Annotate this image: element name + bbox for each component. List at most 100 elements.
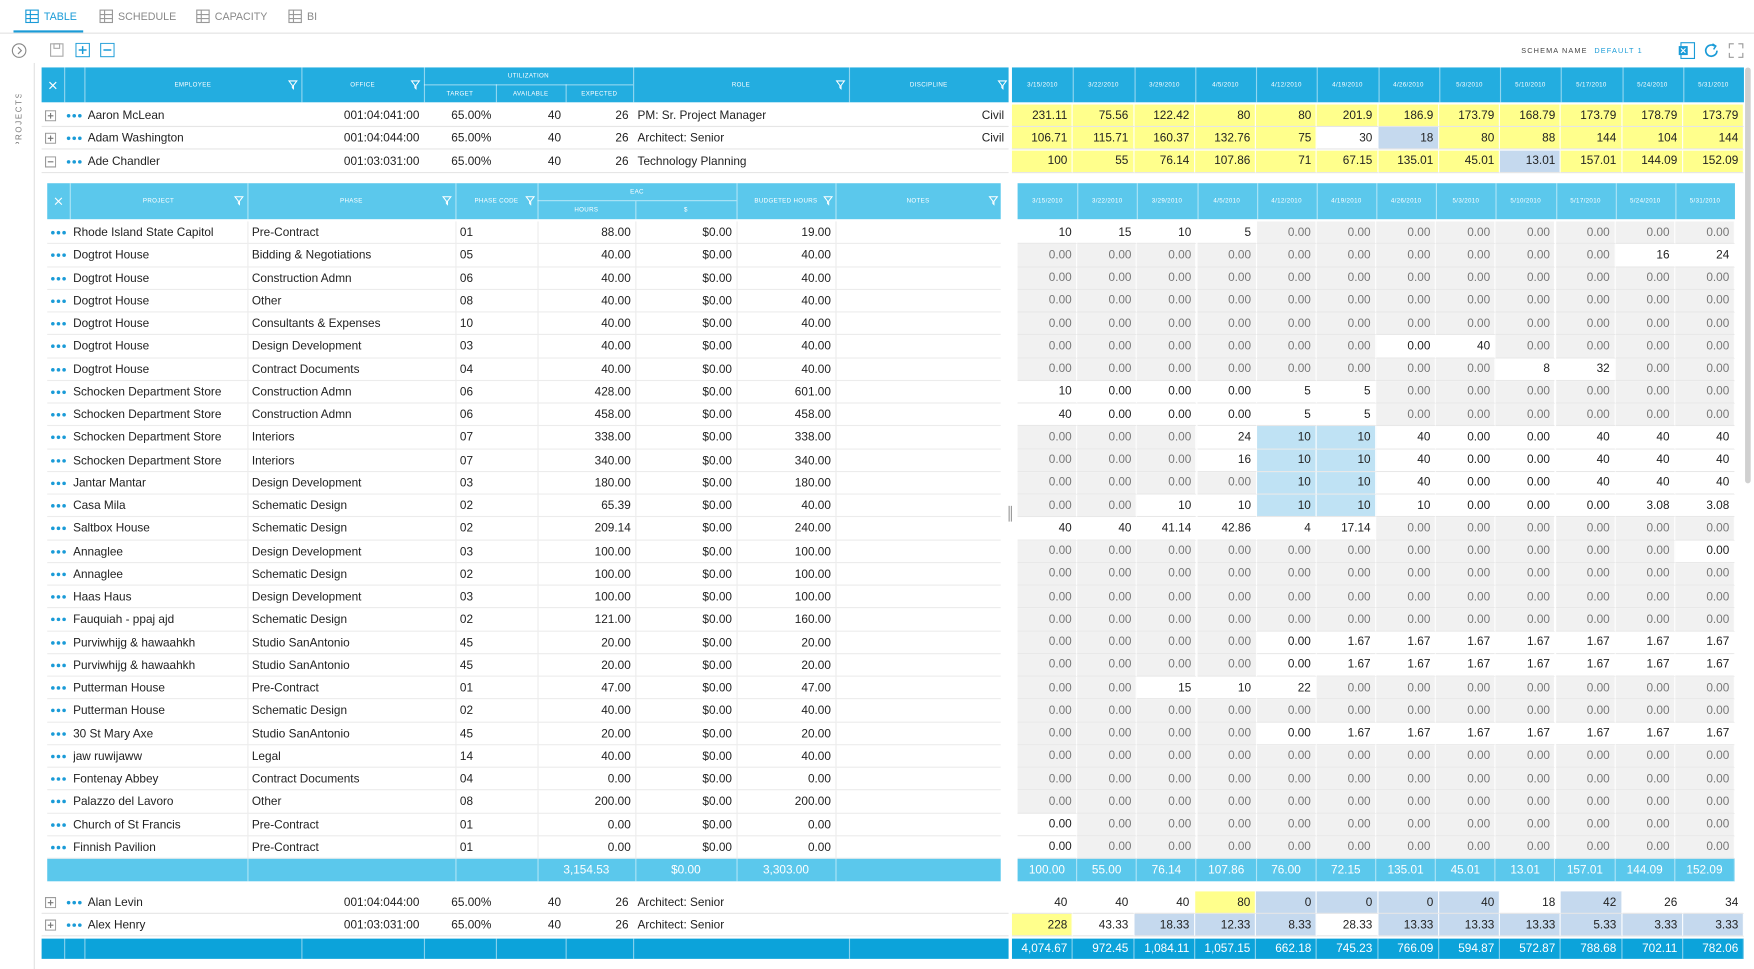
tab-icon[interactable] <box>99 9 114 24</box>
fullscreen[interactable] <box>1728 43 1744 59</box>
row-menu[interactable] <box>51 411 67 418</box>
expand-all[interactable] <box>75 42 90 58</box>
phase: Construction Admn <box>251 271 352 286</box>
week-cell: 0.00 <box>1077 403 1138 427</box>
week-cell: 40 <box>1077 517 1138 541</box>
tab[interactable]: BI <box>306 10 318 24</box>
column-divider <box>635 608 637 632</box>
filter-icon[interactable] <box>997 80 1008 90</box>
row-menu[interactable] <box>51 275 67 282</box>
row-menu[interactable] <box>51 639 67 646</box>
filter-icon[interactable] <box>442 196 452 206</box>
row-menu[interactable] <box>51 548 67 555</box>
week-cell: 0.00 <box>1376 221 1437 245</box>
row-menu[interactable] <box>51 753 67 760</box>
clear-icon[interactable] <box>54 197 63 206</box>
tab-icon[interactable] <box>25 9 40 24</box>
row-menu[interactable] <box>51 662 67 669</box>
tab-icon[interactable] <box>288 9 303 24</box>
row-menu[interactable] <box>66 112 82 119</box>
row-menu[interactable] <box>51 616 67 623</box>
row-menu[interactable] <box>51 252 67 259</box>
row-menu[interactable] <box>66 158 82 165</box>
row-menu[interactable] <box>66 922 82 929</box>
column-divider <box>455 562 457 586</box>
expand-toggle[interactable] <box>44 919 57 932</box>
row-menu[interactable] <box>51 685 67 692</box>
week-cell: 24 <box>1196 426 1257 450</box>
row-menu[interactable] <box>51 594 67 601</box>
week-cell: 0.00 <box>1137 653 1197 677</box>
filter-icon[interactable] <box>233 196 244 206</box>
row-menu[interactable] <box>51 366 67 373</box>
filter-icon[interactable] <box>410 80 421 90</box>
export-excel[interactable] <box>1678 42 1696 60</box>
row-menu[interactable] <box>51 821 67 828</box>
filter-icon[interactable] <box>823 196 834 206</box>
clear-icon[interactable] <box>48 81 57 90</box>
row-menu[interactable] <box>51 343 67 350</box>
week-total: 135.01 <box>1376 858 1437 882</box>
filter-icon[interactable] <box>988 196 999 206</box>
eac-cost: $0.00 <box>702 408 732 422</box>
row-menu[interactable] <box>51 730 67 737</box>
filter-icon[interactable] <box>835 80 846 90</box>
expand-toggle[interactable] <box>44 110 57 122</box>
hours-cell: 40 <box>1072 891 1134 914</box>
eac-hours: 40.00 <box>601 362 631 377</box>
week-cell: 0.00 <box>1436 562 1496 586</box>
row-menu[interactable] <box>66 899 82 906</box>
tab[interactable]: SCHEDULE <box>118 10 177 24</box>
tab-icon[interactable] <box>196 9 211 24</box>
row-menu[interactable] <box>51 571 67 578</box>
save-button[interactable] <box>49 43 64 58</box>
schema-dropdown[interactable]: DEFAULT 1 <box>1594 46 1643 55</box>
row-menu[interactable] <box>66 135 82 142</box>
row-menu[interactable] <box>51 844 67 851</box>
column-divider <box>635 858 637 882</box>
column-divider <box>537 699 539 723</box>
week-total: 72.15 <box>1316 858 1377 882</box>
phase-code: 02 <box>459 613 474 627</box>
collapse-all[interactable] <box>100 42 115 58</box>
phase: Construction Admn <box>251 408 352 422</box>
eac-hours: 100.00 <box>594 567 631 582</box>
row-menu[interactable] <box>51 434 67 441</box>
column-divider <box>455 608 457 632</box>
hours-cell: 75.56 <box>1072 104 1134 128</box>
week-cell: 4 <box>1256 517 1317 541</box>
week-cell: 0.00 <box>1376 744 1437 768</box>
row-menu[interactable] <box>51 320 67 327</box>
week-cell: 0.00 <box>1495 471 1556 495</box>
sidebar-toggle[interactable] <box>11 43 27 59</box>
eac-cost: $0.00 <box>702 430 732 445</box>
expand-toggle[interactable] <box>44 132 57 145</box>
week-cell: 0.00 <box>1017 585 1078 609</box>
row-menu[interactable] <box>51 776 67 783</box>
row-menu[interactable] <box>51 457 67 464</box>
expand-toggle[interactable] <box>44 155 57 168</box>
column-divider <box>736 471 738 495</box>
expand-toggle[interactable] <box>44 897 57 909</box>
row-menu[interactable] <box>51 229 67 236</box>
row-menu[interactable] <box>51 798 67 805</box>
row-menu[interactable] <box>51 707 67 714</box>
week-cell: 0.00 <box>1376 813 1437 837</box>
column-divider <box>455 335 457 359</box>
row-border <box>47 493 1001 495</box>
project-name: Purviwhijg & hawaahkh <box>73 658 196 673</box>
week-cell: 0.00 <box>1256 767 1317 791</box>
week-cell: 1.67 <box>1555 631 1616 654</box>
week-cell: 0.00 <box>1077 608 1138 632</box>
row-menu[interactable] <box>51 480 67 487</box>
column-divider <box>835 767 837 791</box>
tab[interactable]: TABLE <box>43 10 77 24</box>
row-menu[interactable] <box>51 525 67 532</box>
tab[interactable]: CAPACITY <box>214 10 268 24</box>
filter-icon[interactable] <box>525 196 536 206</box>
row-menu[interactable] <box>51 389 67 396</box>
row-menu[interactable] <box>51 502 67 509</box>
refresh[interactable] <box>1702 42 1720 60</box>
filter-icon[interactable] <box>287 80 298 90</box>
row-menu[interactable] <box>51 298 67 305</box>
